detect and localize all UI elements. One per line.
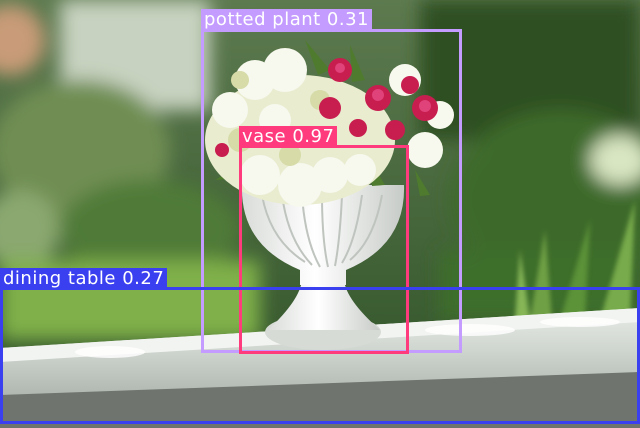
side-plant (515, 200, 635, 320)
dining-table-label: dining table 0.27 (0, 268, 168, 290)
dining-table-bounding-box (0, 287, 640, 424)
vase-label: vase 0.97 (239, 126, 338, 148)
white-vase-icon (241, 185, 405, 350)
potted-plant-label: potted plant 0.31 (201, 9, 372, 31)
garden-bokeh (0, 0, 640, 340)
